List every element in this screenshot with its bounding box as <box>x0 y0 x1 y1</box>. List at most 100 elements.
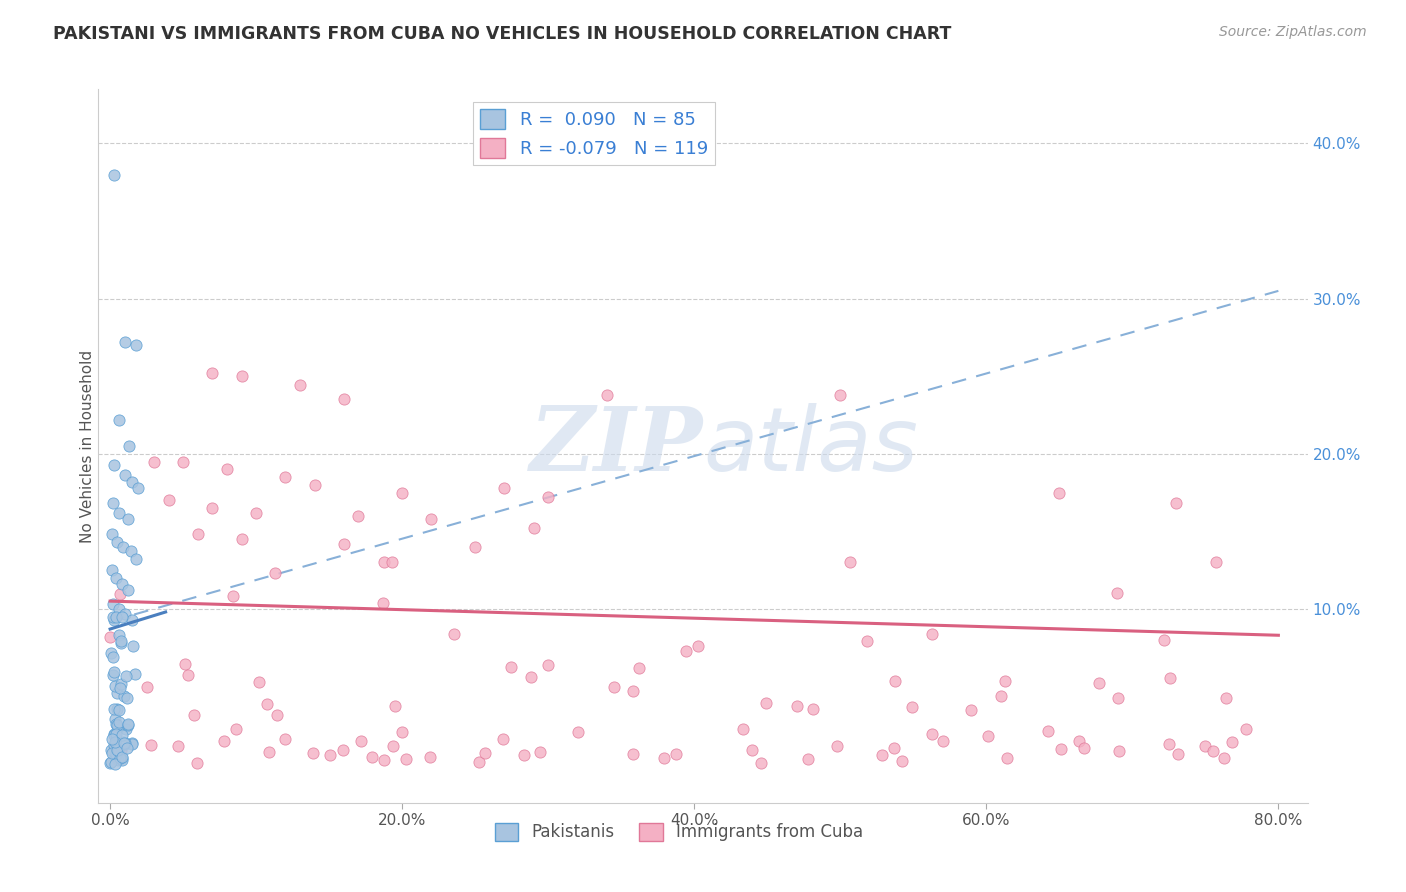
Point <box>259 745 281 759</box>
Point <box>304 477 326 491</box>
Point <box>105 718 128 732</box>
Point <box>186 756 208 770</box>
Point <box>104 756 127 771</box>
Point <box>1036 724 1059 739</box>
Point <box>201 501 224 516</box>
Point <box>108 587 131 601</box>
Point <box>839 555 862 569</box>
Point <box>529 745 551 759</box>
Point <box>108 602 131 616</box>
Point <box>360 749 382 764</box>
Point <box>125 338 148 352</box>
Point <box>256 697 278 711</box>
Point <box>627 661 650 675</box>
Legend: Pakistanis, Immigrants from Cuba: Pakistanis, Immigrants from Cuba <box>488 816 870 848</box>
Point <box>883 741 905 756</box>
Point <box>108 628 131 642</box>
Point <box>603 680 626 694</box>
Point <box>110 636 132 650</box>
Point <box>166 739 188 754</box>
Point <box>332 392 354 407</box>
Point <box>675 644 697 658</box>
Point <box>127 481 149 495</box>
Point <box>107 720 129 734</box>
Point <box>111 750 134 764</box>
Point <box>103 613 125 627</box>
Point <box>264 566 287 580</box>
Point <box>652 751 675 765</box>
Point <box>174 657 197 672</box>
Point <box>665 747 688 762</box>
Point <box>384 699 406 714</box>
Point <box>464 540 486 554</box>
Point <box>1107 690 1129 705</box>
Point <box>1234 723 1257 737</box>
Point <box>118 439 141 453</box>
Point <box>443 626 465 640</box>
Point <box>222 589 245 603</box>
Point <box>1050 742 1073 756</box>
Point <box>537 657 560 672</box>
Point <box>921 727 943 741</box>
Point <box>932 734 955 748</box>
Point <box>114 468 136 483</box>
Point <box>110 750 132 764</box>
Point <box>621 683 644 698</box>
Point <box>741 743 763 757</box>
Point <box>105 747 128 762</box>
Point <box>157 493 180 508</box>
Point <box>1073 741 1095 756</box>
Point <box>101 597 124 611</box>
Point <box>302 747 325 761</box>
Point <box>332 537 354 551</box>
Point <box>139 739 162 753</box>
Point <box>225 723 247 737</box>
Point <box>373 555 395 569</box>
Point <box>825 739 848 753</box>
Point <box>100 756 122 770</box>
Point <box>105 727 128 741</box>
Point <box>1105 586 1128 600</box>
Point <box>120 544 142 558</box>
Point <box>100 563 122 577</box>
Point <box>731 722 754 736</box>
Point <box>1067 734 1090 748</box>
Point <box>117 717 139 731</box>
Point <box>117 512 139 526</box>
Point <box>1201 744 1223 758</box>
Point <box>121 475 143 489</box>
Point <box>142 454 165 468</box>
Point <box>332 743 354 757</box>
Point <box>117 718 139 732</box>
Point <box>994 673 1017 688</box>
Point <box>104 571 127 585</box>
Point <box>103 728 125 742</box>
Point <box>104 734 127 748</box>
Point <box>350 734 373 748</box>
Point <box>115 668 138 682</box>
Point <box>1205 555 1227 569</box>
Point <box>107 743 129 757</box>
Point <box>1215 690 1237 705</box>
Point <box>108 506 131 520</box>
Point <box>856 633 879 648</box>
Point <box>1166 496 1188 510</box>
Point <box>319 747 342 762</box>
Point <box>1167 747 1189 761</box>
Point <box>382 739 405 753</box>
Point <box>391 485 413 500</box>
Point <box>103 741 125 756</box>
Point <box>103 458 125 472</box>
Text: Source: ZipAtlas.com: Source: ZipAtlas.com <box>1219 25 1367 39</box>
Text: PAKISTANI VS IMMIGRANTS FROM CUBA NO VEHICLES IN HOUSEHOLD CORRELATION CHART: PAKISTANI VS IMMIGRANTS FROM CUBA NO VEH… <box>53 25 952 43</box>
Point <box>114 607 136 621</box>
Point <box>105 609 128 624</box>
Point <box>1108 744 1130 758</box>
Point <box>749 756 772 771</box>
Point <box>110 634 132 648</box>
Point <box>883 674 905 689</box>
Point <box>1157 737 1180 751</box>
Point <box>1213 751 1236 765</box>
Text: ZIP: ZIP <box>530 403 703 489</box>
Point <box>112 540 135 554</box>
